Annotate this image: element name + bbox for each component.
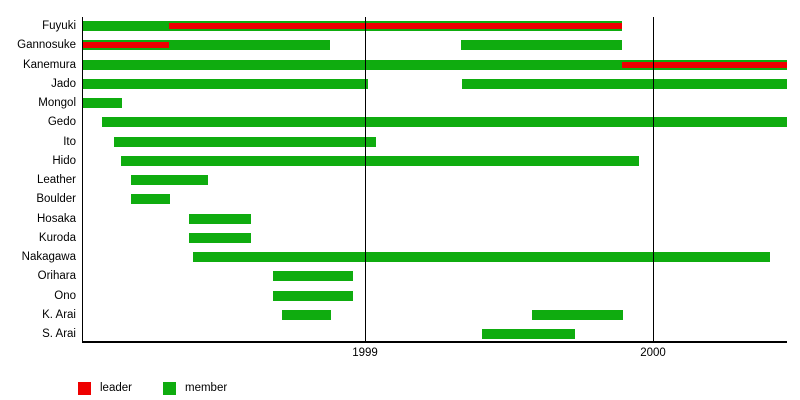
row-label-hosaka: Hosaka [37, 212, 76, 225]
row-label-boulder: Boulder [36, 193, 76, 206]
x-tick-label-1999: 1999 [352, 347, 378, 359]
row-label-gannosuke: Gannosuke [17, 39, 76, 52]
member-bar [532, 309, 623, 320]
member-bar [101, 117, 787, 128]
row-label-leather: Leather [36, 174, 76, 186]
member-bar [131, 175, 208, 185]
row-label-k-arai: K. Arai [42, 308, 76, 321]
member-bar [461, 40, 623, 51]
leader-bar [82, 42, 170, 49]
row-label-kanemura: Kanemura [22, 58, 76, 71]
member-bar [273, 290, 354, 301]
member-bar [462, 78, 787, 89]
member-bar [82, 59, 787, 70]
member-bar [131, 194, 170, 205]
row-label-hido: Hido [52, 154, 76, 167]
row-label-jado: Jado [51, 77, 76, 90]
row-label-ito: Ito [63, 135, 76, 148]
y-axis-line [82, 17, 83, 342]
row-label-gedo: Gedo [47, 116, 76, 129]
row-label-nakagawa: Nakagawa [21, 251, 76, 263]
gridline-2000 [653, 17, 654, 342]
x-axis-line [82, 341, 787, 343]
member-bar [114, 136, 377, 147]
row-label-kuroda: Kuroda [38, 231, 76, 244]
row-label-mongol: Mongol [38, 97, 76, 109]
member-bar [188, 213, 251, 224]
member-legend-label: member [185, 382, 228, 394]
member-legend-swatch [163, 382, 176, 395]
member-bar [193, 252, 770, 262]
member-bar [82, 98, 123, 108]
member-bar [481, 329, 576, 339]
leader-legend-label: leader [100, 382, 132, 394]
leader-bar [622, 61, 787, 68]
member-bar [282, 309, 332, 320]
leader-legend-swatch [78, 382, 91, 395]
member-bar [82, 40, 330, 51]
x-tick-label-2000: 2000 [640, 347, 666, 359]
member-bar [273, 271, 354, 282]
member-bar [82, 78, 369, 89]
row-label-fuyuki: Fuyuki [42, 20, 76, 32]
row-label-s-arai: S. Arai [42, 328, 76, 340]
gridline-1999 [365, 17, 366, 342]
row-label-orihara: Orihara [37, 270, 76, 283]
member-bar [188, 232, 251, 243]
row-label-ono: Ono [54, 289, 76, 302]
member-bar [120, 155, 640, 166]
leader-bar [169, 23, 623, 29]
